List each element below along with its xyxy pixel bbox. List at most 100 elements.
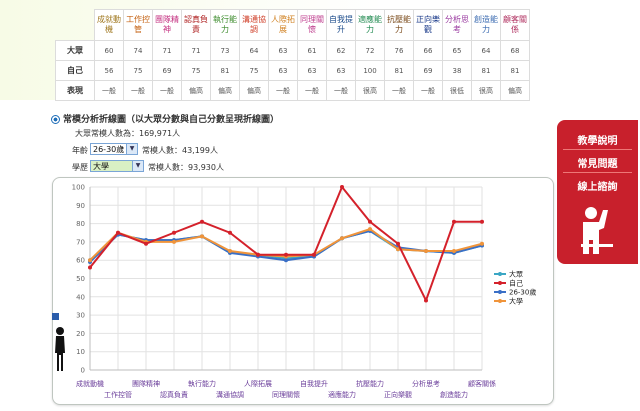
- data-point: [396, 241, 400, 246]
- data-point: [396, 247, 400, 252]
- divider: [563, 172, 632, 173]
- data-point: [200, 234, 204, 239]
- age-norm-count: 常模人數：43,199人: [142, 146, 218, 155]
- y-tick-label: 40: [76, 293, 85, 301]
- data-point: [368, 219, 372, 224]
- table-cell: 63: [268, 40, 298, 61]
- table-row: 大眾 60 74 71 71 73 64 63 61 62 72 76 66 65 64 68: [55, 40, 530, 61]
- x-tick-label: 適應能力: [328, 390, 356, 399]
- legend-label: 26-30歲: [509, 288, 536, 297]
- x-tick-label: 執行能力: [188, 379, 216, 388]
- table-cell: 62: [326, 40, 356, 61]
- legend-label: 自己: [509, 279, 523, 288]
- table-cell: 偏高: [210, 80, 240, 101]
- data-point: [172, 230, 176, 235]
- x-tick-label: 正向樂觀: [384, 390, 412, 399]
- y-tick-label: 70: [76, 238, 85, 246]
- header-cell: 自我提升: [326, 9, 356, 41]
- score-table: 成就動機 工作控管 團隊精神 認真負責 執行能力 溝通協調 人際拓展 同理關懷 …: [55, 9, 530, 101]
- table-cell: 偏高: [500, 80, 530, 101]
- header-cell: 適應能力: [355, 9, 385, 41]
- side-menu-tutorial[interactable]: 教學說明: [577, 136, 618, 147]
- header-cell: 工作控管: [123, 9, 153, 41]
- education-select[interactable]: 大學 ▼: [90, 160, 144, 172]
- table-cell: 60: [94, 40, 124, 61]
- header-cell: 成就動機: [94, 9, 124, 41]
- side-menu-online-consult[interactable]: 線上諮詢: [577, 182, 618, 193]
- y-tick-label: 10: [76, 348, 85, 356]
- header-cell: 同理關懷: [297, 9, 327, 41]
- raise-hand-icon[interactable]: [577, 204, 617, 260]
- y-tick-label: 100: [72, 184, 85, 192]
- table-cell: 71: [181, 40, 211, 61]
- legend-marker: [498, 299, 502, 303]
- legend-label: 大眾: [509, 270, 523, 279]
- table-cell: 73: [210, 40, 240, 61]
- table-cell: 一般: [326, 80, 356, 101]
- edu-label: 學歷: [72, 163, 88, 172]
- table-cell: 81: [210, 60, 240, 81]
- data-point: [228, 230, 232, 235]
- data-point: [172, 239, 176, 244]
- y-tick-label: 60: [76, 257, 85, 265]
- x-tick-label: 工作控管: [104, 390, 132, 399]
- public-norm-count: 大眾常模人數為：169,971人: [75, 129, 181, 138]
- row-label: 表現: [55, 80, 95, 101]
- table-cell: 63: [297, 60, 327, 81]
- radio-icon[interactable]: [51, 115, 60, 124]
- y-tick-label: 50: [76, 275, 85, 283]
- data-point: [88, 265, 92, 270]
- header-cell: 抗壓能力: [384, 9, 414, 41]
- data-point: [228, 249, 232, 254]
- data-point: [144, 241, 148, 246]
- row-label: 大眾: [55, 40, 95, 61]
- age-select[interactable]: 26-30歲 ▼: [90, 143, 138, 155]
- table-cell: 一般: [123, 80, 153, 101]
- edu-norm-count: 常模人數：93,930人: [148, 163, 224, 172]
- legend-label: 大學: [509, 297, 523, 306]
- chevron-down-icon[interactable]: ▼: [126, 144, 137, 154]
- data-point: [116, 230, 120, 235]
- table-cell: 75: [181, 60, 211, 81]
- person-icon: [52, 313, 68, 377]
- chevron-down-icon[interactable]: ▼: [132, 161, 143, 171]
- x-tick-label: 溝通協調: [216, 390, 244, 399]
- data-point: [284, 252, 288, 257]
- divider: [563, 149, 632, 150]
- table-cell: 很高: [355, 80, 385, 101]
- x-tick-label: 顧客關係: [468, 379, 496, 388]
- age-label: 年齡: [72, 146, 88, 155]
- y-tick-label: 80: [76, 220, 85, 228]
- table-cell: 81: [471, 60, 501, 81]
- data-point: [256, 252, 260, 257]
- x-tick-label: 認真負責: [160, 390, 188, 399]
- y-tick-label: 30: [76, 312, 85, 320]
- x-tick-label: 同理關懷: [272, 390, 300, 399]
- x-tick-label: 成就動機: [76, 379, 104, 388]
- header-cell: 顧客關係: [500, 9, 530, 41]
- table-cell: 很低: [442, 80, 472, 101]
- table-cell: 75: [239, 60, 269, 81]
- data-point: [424, 249, 428, 254]
- data-point: [200, 219, 204, 224]
- side-menu: 教學說明 常見問題 線上諮詢: [557, 120, 638, 264]
- table-cell: 一般: [384, 80, 414, 101]
- side-menu-faq[interactable]: 常見問題: [577, 159, 618, 170]
- section-title: 常模分析折線圖（以大眾分數與自己分數呈現折線圖）: [51, 112, 279, 125]
- legend-marker: [498, 281, 502, 285]
- y-tick-label: 20: [76, 330, 85, 338]
- legend-marker: [498, 290, 502, 294]
- y-tick-label: 0: [81, 367, 85, 375]
- chart-frame: [52, 177, 554, 405]
- data-point: [452, 249, 456, 254]
- table-cell: 偏高: [181, 80, 211, 101]
- header-cell: 創造能力: [471, 9, 501, 41]
- table-cell: 74: [123, 40, 153, 61]
- header-cell: 分析思考: [442, 9, 472, 41]
- legend-marker: [498, 272, 502, 276]
- x-tick-label: 自我提升: [300, 379, 328, 388]
- table-row: 表現 一般 一般 一般 偏高 偏高 偏高 一般 一般 一般 很高 一般 一般 很低 很高 偏高: [55, 80, 530, 101]
- table-cell: 100: [355, 60, 385, 81]
- table-cell: 很高: [471, 80, 501, 101]
